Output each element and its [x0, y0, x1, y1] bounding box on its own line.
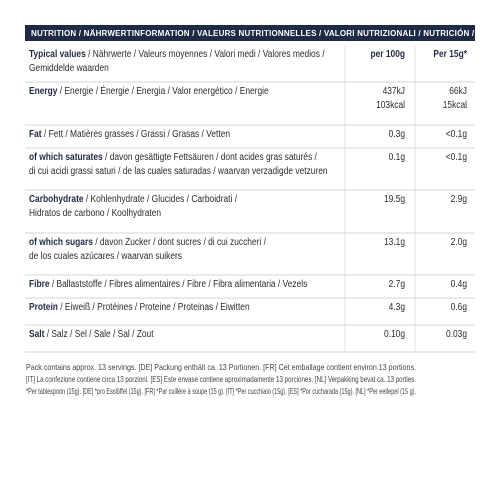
nutrient-translations: Gemiddelde waarden [29, 62, 109, 74]
per-15g-value: 0.6g [451, 301, 467, 313]
row-label-continued: di cui acidi grassi saturi / de las cual… [29, 165, 328, 177]
footnote: [IT] La confezione contiene circa 13 por… [26, 374, 416, 384]
per-100g-header: per 100g [370, 48, 405, 60]
nutrient-translations: / davon Zucker / dont sucres / di cui zu… [93, 236, 266, 248]
nutrient-translations: de los cuales azúcares / waarvan suikers [29, 250, 182, 262]
row-label-continued: Gemiddelde waarden [29, 62, 109, 74]
value: 0.1g [389, 151, 405, 163]
nutrient-translations: / Ballaststoffe / Fibres alimentaires / … [50, 278, 308, 290]
per-15g-value: 66kJ [449, 85, 467, 97]
value: 13.1g [384, 236, 405, 248]
row-label: Fibre / Ballaststoffe / Fibres alimentai… [29, 278, 308, 290]
row-label: of which sugars / davon Zucker / dont su… [29, 236, 266, 248]
value: 0.10g [384, 328, 405, 340]
value: 15kcal [443, 99, 467, 111]
value: 0.4g [451, 278, 467, 290]
footnote: *Per tablespoon (15g). [DE] *pro Esslöff… [26, 386, 416, 396]
nutrient-name: Fat [29, 128, 42, 140]
value: <0.1g [446, 128, 467, 140]
row-label: Carbohydrate / Kohlenhydrate / Glucides … [29, 193, 237, 205]
footnote: Pack contains approx. 13 servings. [DE] … [26, 362, 416, 372]
row-label-continued: de los cuales azúcares / waarvan suikers [29, 250, 182, 262]
per-15g-value: 0.4g [451, 278, 467, 290]
per-100g-value: 0.1g [389, 151, 405, 163]
row-label: Protein / Eiweiß / Protéines / Proteine … [29, 301, 250, 313]
row-label: Typical values / Nährwerte / Valeurs moy… [29, 48, 325, 60]
nutrient-translations: / davon gesättigte Fettsäuren / dont aci… [103, 151, 317, 163]
row-label: Salt / Salz / Sel / Sale / Sal / Zout [29, 328, 154, 340]
per-100g-value: 0.3g [389, 128, 405, 140]
per-15g-value: 2.0g [451, 236, 467, 248]
nutrient-translations: / Energie / Énergie / Energia / Valor en… [57, 85, 268, 97]
per-100g-value: 2.7g [389, 278, 405, 290]
nutrient-translations: / Salz / Sel / Sale / Sal / Zout [44, 328, 153, 340]
per-100g-value: 13.1g [384, 236, 405, 248]
value: 2.9g [451, 193, 467, 205]
per-15g-value: 15kcal [443, 99, 467, 111]
header-bar [25, 25, 475, 41]
column-header: per 100g [370, 48, 405, 60]
per-100g-value: 19.5g [384, 193, 405, 205]
per-15g-value: <0.1g [446, 151, 467, 163]
nutrient-translations: / Nährwerte / Valeurs moyennes / Valori … [86, 48, 325, 60]
per-100g-value: 0.10g [384, 328, 405, 340]
value: 2.7g [389, 278, 405, 290]
per-100g-value: 4.3g [389, 301, 405, 313]
nutrient-translations: / Fett / Matières grasses / Grassi / Gra… [42, 128, 230, 140]
per-100g-value: 437kJ [383, 85, 406, 97]
nutrient-translations: / Eiweiß / Protéines / Proteine / Protei… [58, 301, 250, 313]
nutrient-name: Salt [29, 328, 45, 340]
nutrient-name: of which sugars [29, 236, 93, 248]
value: 66kJ [449, 85, 467, 97]
value: 0.03g [446, 328, 467, 340]
nutrient-translations: di cui acidi grassi saturi / de las cual… [29, 165, 328, 177]
row-label: Fat / Fett / Matières grasses / Grassi /… [29, 128, 230, 140]
value: 19.5g [384, 193, 405, 205]
nutrient-name: Carbohydrate [29, 193, 84, 205]
value: <0.1g [446, 151, 467, 163]
row-label-continued: Hidratos de carbono / Koolhydraten [29, 207, 161, 219]
value: 437kJ [383, 85, 406, 97]
nutrient-name: Typical values [29, 48, 86, 60]
per-15g-value: <0.1g [446, 128, 467, 140]
value: 2.0g [451, 236, 467, 248]
nutrient-name: of which saturates [29, 151, 103, 163]
value: 0.3g [389, 128, 405, 140]
row-label: Energy / Energie / Énergie / Energia / V… [29, 85, 269, 97]
nutrient-translations: / Kohlenhydrate / Glucides / Carboidrati… [84, 193, 238, 205]
header-title: NUTRITION / NÄHRWERTINFORMATION / VALEUR… [31, 29, 500, 38]
nutrient-name: Energy [29, 85, 58, 97]
value: 103kcal [376, 99, 405, 111]
nutrient-translations: Hidratos de carbono / Koolhydraten [29, 207, 161, 219]
value: 0.6g [451, 301, 467, 313]
row-label: of which saturates / davon gesättigte Fe… [29, 151, 317, 163]
column-header: Per 15g* [433, 48, 467, 60]
per-100g-value: 103kcal [376, 99, 405, 111]
nutrient-name: Protein [29, 301, 58, 313]
per-15g-header: Per 15g* [433, 48, 467, 60]
nutrient-name: Fibre [29, 278, 50, 290]
per-15g-value: 2.9g [451, 193, 467, 205]
per-15g-value: 0.03g [446, 328, 467, 340]
value: 4.3g [389, 301, 405, 313]
